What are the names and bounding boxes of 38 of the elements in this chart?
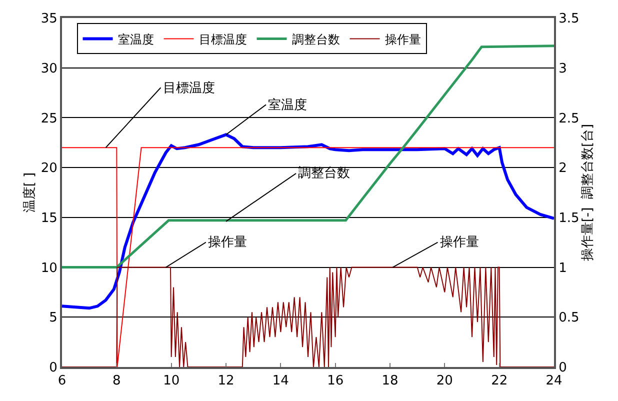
annotation: 操作量: [440, 235, 479, 250]
y2-tick-label: 3.5: [558, 12, 580, 27]
y-tick-label: 5: [49, 310, 58, 326]
y-tick-label: 35: [40, 12, 58, 27]
legend-label: 目標温度: [198, 32, 247, 46]
y-axis-title: 温度[ ]: [21, 172, 38, 213]
x-tick-label: 14: [272, 374, 289, 389]
x-tick-label: 6: [58, 374, 66, 389]
legend-label: 操作量: [384, 32, 421, 46]
y2-axis-title: 操作量[-] 調整台数[台]: [580, 124, 596, 262]
y-tick-label: 25: [40, 111, 58, 126]
y2-tick-label: 2: [558, 161, 567, 176]
annotation: 目標温度: [163, 80, 215, 96]
annotation: 操作量: [208, 235, 247, 250]
y2-tick-label: 1: [558, 260, 567, 276]
line-series: [62, 266, 554, 367]
line-series: [62, 44, 554, 269]
y2-tick-label: 1.5: [558, 210, 580, 226]
y2-tick-label: 0.5: [558, 310, 580, 326]
x-tick-label: 16: [327, 374, 344, 389]
y-tick-label: 15: [40, 210, 58, 226]
x-tick-label: 20: [436, 374, 453, 389]
y2-tick-label: 3: [558, 61, 567, 76]
y-tick-label: 0: [49, 360, 58, 376]
x-tick-label: 12: [218, 374, 234, 389]
y-tick-label: 30: [40, 61, 58, 76]
y2-tick-label: 2.5: [558, 111, 580, 126]
y-tick-label: 10: [40, 260, 58, 276]
legend-label: 調整台数: [292, 32, 340, 46]
y-tick-label: 20: [40, 161, 58, 176]
y2-tick-label: 0: [558, 360, 567, 376]
x-tick-label: 8: [112, 374, 121, 389]
x-tick-label: 22: [491, 374, 508, 389]
annotation: 室温度: [268, 97, 307, 113]
x-tick-label: 24: [546, 374, 562, 389]
x-tick-label: 10: [163, 374, 180, 389]
x-tick-label: 18: [382, 374, 398, 389]
legend-label: 室温度: [118, 32, 154, 46]
